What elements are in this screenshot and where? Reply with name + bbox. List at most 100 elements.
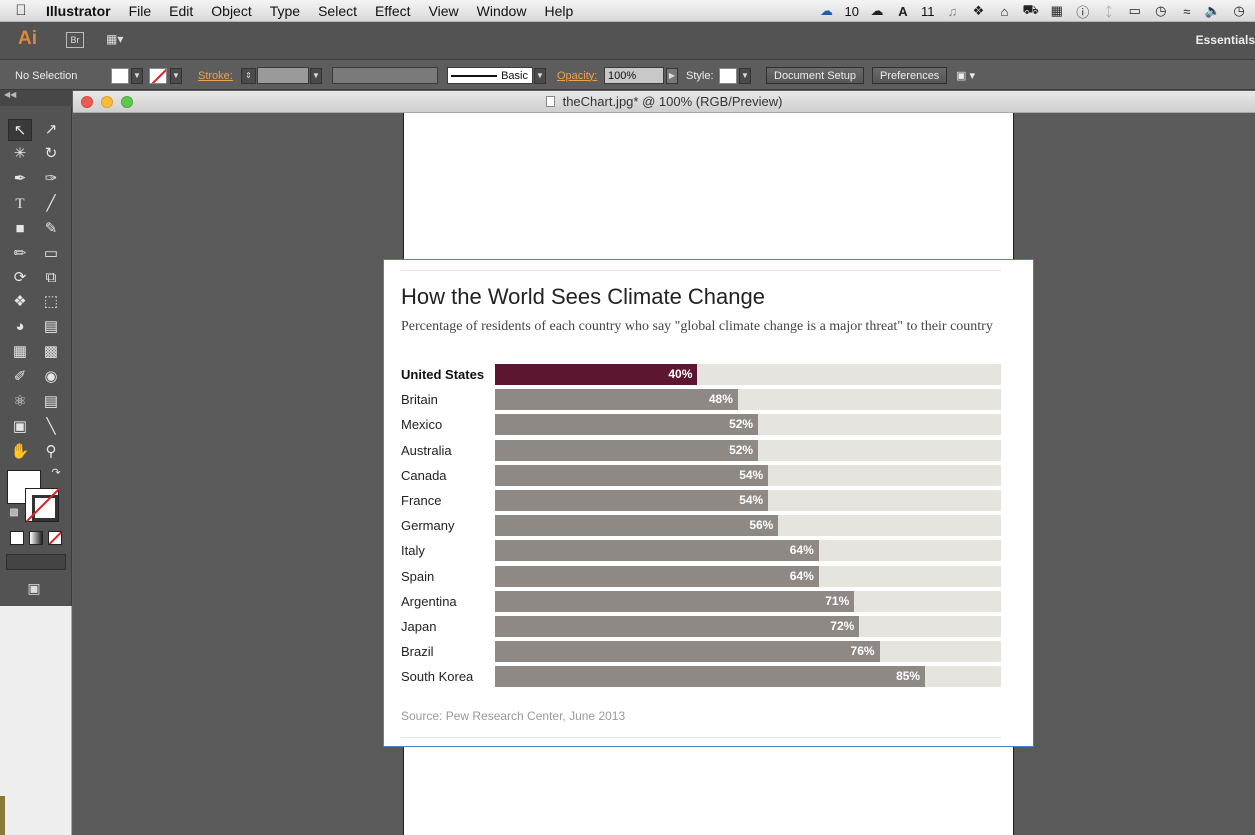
bar-track: 85%	[495, 666, 1001, 688]
arrange-icon[interactable]: ▣ ▾	[956, 70, 975, 82]
brush-dropdown[interactable]: ▼	[534, 61, 546, 90]
panel-collapse-icon[interactable]: ◀◀	[0, 90, 72, 106]
free-transform-tool-icon[interactable]: ⬚	[43, 293, 59, 310]
menu-effect[interactable]: Effect	[375, 2, 411, 19]
rotate-tool-icon[interactable]: ⟳	[13, 269, 27, 286]
cloud-icon[interactable]: ☁	[870, 3, 884, 18]
bar-row: Italy 64%	[401, 540, 1001, 562]
stroke-color-swatch[interactable]	[149, 61, 167, 90]
grid-icon[interactable]: ▦	[1050, 3, 1063, 18]
stroke-weight-dropdown[interactable]: ▼	[310, 61, 322, 90]
creative-cloud-icon[interactable]: ☁	[819, 3, 833, 18]
fill-color-swatch[interactable]	[111, 61, 129, 90]
gradient-mode-icon[interactable]	[29, 531, 43, 545]
menu-select[interactable]: Select	[318, 2, 358, 19]
mesh-tool-icon[interactable]: ▦	[12, 343, 28, 360]
bell-icon[interactable]: ♫	[947, 3, 958, 19]
rectangle-tool-icon[interactable]: ■	[15, 220, 25, 237]
width-tool-icon[interactable]: ❖	[13, 293, 27, 310]
draw-modes-icon[interactable]	[6, 554, 66, 570]
fill-swatch[interactable]	[7, 470, 41, 504]
direct-selection-tool-icon[interactable]: ↗	[44, 121, 58, 138]
arrange-documents-icon[interactable]: ▦▾	[106, 32, 124, 46]
menu-file[interactable]: File	[128, 2, 152, 19]
symbol-sprayer-tool-icon[interactable]: ⚛	[13, 393, 27, 410]
opacity-field[interactable]: 100%	[604, 61, 664, 90]
blend-tool-icon[interactable]: ◉	[44, 368, 58, 385]
bar-value-label: 54%	[739, 493, 764, 507]
opacity-dropdown[interactable]: ▶	[666, 61, 678, 90]
selection-status: No Selection	[15, 69, 78, 82]
document-setup-button[interactable]: Document Setup	[766, 61, 864, 90]
password-icon[interactable]: ⓘ	[1076, 4, 1090, 20]
minimize-window-button[interactable]	[101, 96, 113, 108]
screen-mode-icon[interactable]: ▣	[27, 580, 41, 596]
close-window-button[interactable]	[81, 96, 93, 108]
menu-edit[interactable]: Edit	[169, 2, 194, 19]
chart-source: Source: Pew Research Center, June 2013	[401, 709, 626, 723]
truck-icon[interactable]: ⛟	[1022, 2, 1039, 17]
dropbox-icon[interactable]: ❖	[972, 3, 985, 18]
time-machine-icon[interactable]: ◷	[1155, 3, 1167, 18]
placed-image-chart[interactable]: How the World Sees Climate Change Percen…	[383, 259, 1034, 747]
stroke-label[interactable]: Stroke:	[198, 69, 233, 82]
zoom-window-button[interactable]	[121, 96, 133, 108]
workspace-switcher[interactable]: Essentials	[1195, 33, 1255, 47]
scale-tool-icon[interactable]: ⧉	[45, 269, 57, 286]
style-dropdown[interactable]: ▼	[739, 61, 751, 90]
swap-fill-stroke-icon[interactable]: ↷	[51, 467, 61, 479]
opacity-value[interactable]: 100%	[604, 67, 664, 84]
fill-dropdown[interactable]: ▼	[131, 61, 143, 90]
opacity-label[interactable]: Opacity:	[557, 69, 598, 82]
preferences-button[interactable]: Preferences	[872, 61, 948, 90]
pen-tool-icon[interactable]: ✒	[13, 170, 27, 187]
stroke-swatch[interactable]	[25, 488, 59, 522]
perspective-grid-tool-icon[interactable]: ▤	[43, 318, 59, 335]
variable-width-profile[interactable]	[332, 61, 438, 90]
stroke-weight-field[interactable]	[257, 61, 309, 90]
brush-definition[interactable]: Basic	[447, 61, 533, 90]
style-swatch[interactable]	[719, 61, 737, 90]
none-mode-icon[interactable]	[48, 531, 62, 545]
wifi-icon[interactable]: ≈	[1183, 3, 1191, 19]
artboard-tool-icon[interactable]: ▣	[12, 418, 28, 435]
column-graph-tool-icon[interactable]: ▤	[43, 393, 59, 410]
selection-tool-icon[interactable]: ↖	[8, 119, 32, 141]
bridge-button[interactable]: Br	[66, 32, 84, 48]
gradient-tool-icon[interactable]: ▩	[43, 343, 59, 360]
shape-builder-tool-icon[interactable]: ◕	[15, 318, 25, 335]
pencil-tool-icon[interactable]: ✏	[13, 245, 27, 262]
default-fill-stroke-icon[interactable]: ▩	[9, 507, 19, 518]
curvature-tool-icon[interactable]: ✑	[44, 170, 58, 187]
type-tool-icon[interactable]: T	[15, 196, 25, 212]
category-label: Germany	[401, 518, 455, 534]
eyedropper-tool-icon[interactable]: ✐	[13, 368, 27, 385]
lasso-tool-icon[interactable]: ↻	[44, 145, 58, 162]
menu-view[interactable]: View	[428, 2, 459, 19]
hand-tool-icon[interactable]: ✋	[10, 443, 30, 460]
color-mode-icon[interactable]	[10, 531, 24, 545]
battery-icon[interactable]: ▭	[1128, 3, 1141, 18]
eraser-tool-icon[interactable]: ▭	[43, 245, 59, 262]
menu-app-name[interactable]: Illustrator	[46, 2, 111, 19]
canvas[interactable]: How the World Sees Climate Change Percen…	[73, 113, 1255, 835]
menu-object[interactable]: Object	[211, 2, 252, 19]
apple-menu-icon[interactable]: 	[0, 2, 42, 19]
paintbrush-tool-icon[interactable]: ✎	[44, 220, 58, 237]
menu-type[interactable]: Type	[269, 2, 301, 19]
magic-wand-tool-icon[interactable]: ✳	[13, 145, 27, 162]
volume-icon[interactable]: 🔈	[1204, 3, 1221, 18]
bluetooth-icon[interactable]: ᛨ	[1104, 3, 1113, 19]
bar-value-label: 52%	[729, 417, 754, 432]
menu-help[interactable]: Help	[544, 2, 574, 19]
stroke-weight-stepper[interactable]: ⇕	[241, 61, 256, 90]
line-tool-icon[interactable]: ╱	[46, 195, 56, 212]
menu-window[interactable]: Window	[476, 2, 527, 19]
zoom-tool-icon[interactable]: ⚲	[45, 443, 57, 460]
adobe-icon[interactable]: A	[898, 3, 908, 19]
slice-tool-icon[interactable]: ╲	[46, 418, 56, 435]
clock-icon[interactable]: ◷	[1233, 3, 1245, 18]
bar-track: 54%	[495, 490, 1001, 511]
stroke-dropdown[interactable]: ▼	[170, 61, 182, 90]
home-icon[interactable]: ⌂	[1000, 3, 1009, 19]
